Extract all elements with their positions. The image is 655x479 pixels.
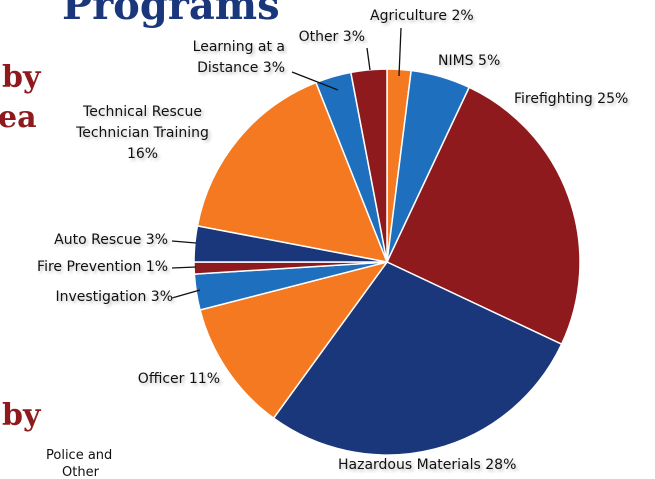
category-name: Officer xyxy=(137,371,185,387)
slice-label: Fire Prevention 1% xyxy=(0,257,168,278)
slice-label: Investigation 3% xyxy=(10,287,173,308)
category-name: Other xyxy=(298,29,339,45)
value-label: 28% xyxy=(485,457,517,473)
value-label: 16% xyxy=(126,146,159,162)
value-label: 3% xyxy=(342,29,365,45)
category-name: Firefighting xyxy=(514,91,593,107)
value-label: 5% xyxy=(478,53,501,69)
value-label: 3% xyxy=(145,232,168,248)
value-label: 25% xyxy=(597,91,629,107)
slice-label: Technical Rescue Technician Training 16% xyxy=(55,102,230,165)
slice-label: Other 3% xyxy=(295,27,365,48)
slice-label: Learning at a Distance 3% xyxy=(160,37,285,79)
leader-line xyxy=(398,27,402,77)
leader-line xyxy=(171,266,197,269)
pie-slice xyxy=(386,86,581,346)
value-label: 3% xyxy=(262,60,285,76)
category-name: Auto Rescue xyxy=(54,232,142,248)
heading-fragment: Programs xyxy=(62,0,280,29)
category-name: NIMS xyxy=(438,53,474,69)
slice-label: Firefighting 25% xyxy=(514,89,654,110)
slice-label: Auto Rescue 3% xyxy=(0,230,168,251)
heading-fragment: by xyxy=(2,398,41,433)
pie-slice xyxy=(196,81,389,263)
slice-label: Officer 11% xyxy=(100,369,220,390)
leader-line xyxy=(366,47,371,71)
leader-line xyxy=(171,289,201,299)
slice-label: Hazardous Materials 28% xyxy=(338,455,578,476)
category-name: Investigation xyxy=(55,289,147,305)
heading-fragment: by xyxy=(2,60,41,95)
value-label: 11% xyxy=(188,371,220,387)
value-label: 1% xyxy=(145,259,168,275)
slice-label: NIMS 5% xyxy=(438,51,558,72)
category-name: Hazardous Materials xyxy=(338,457,481,473)
pie-slice xyxy=(349,68,388,263)
value-label: 3% xyxy=(150,289,173,305)
leader-line xyxy=(291,71,339,91)
pie-slice xyxy=(272,261,563,456)
value-label: 2% xyxy=(451,8,474,24)
text-fragment: Police and xyxy=(46,448,113,463)
text-fragment: Other xyxy=(62,465,99,479)
heading-fragment: ea xyxy=(0,100,37,135)
category-name: Fire Prevention xyxy=(37,259,142,275)
category-name: Learning at a Distance xyxy=(192,39,285,76)
pie-slice xyxy=(199,260,389,420)
leader-line xyxy=(171,240,197,244)
category-name: Agriculture xyxy=(370,8,447,24)
category-name: Technical Rescue Technician Training xyxy=(76,104,209,141)
slice-label: Agriculture 2% xyxy=(370,6,540,27)
